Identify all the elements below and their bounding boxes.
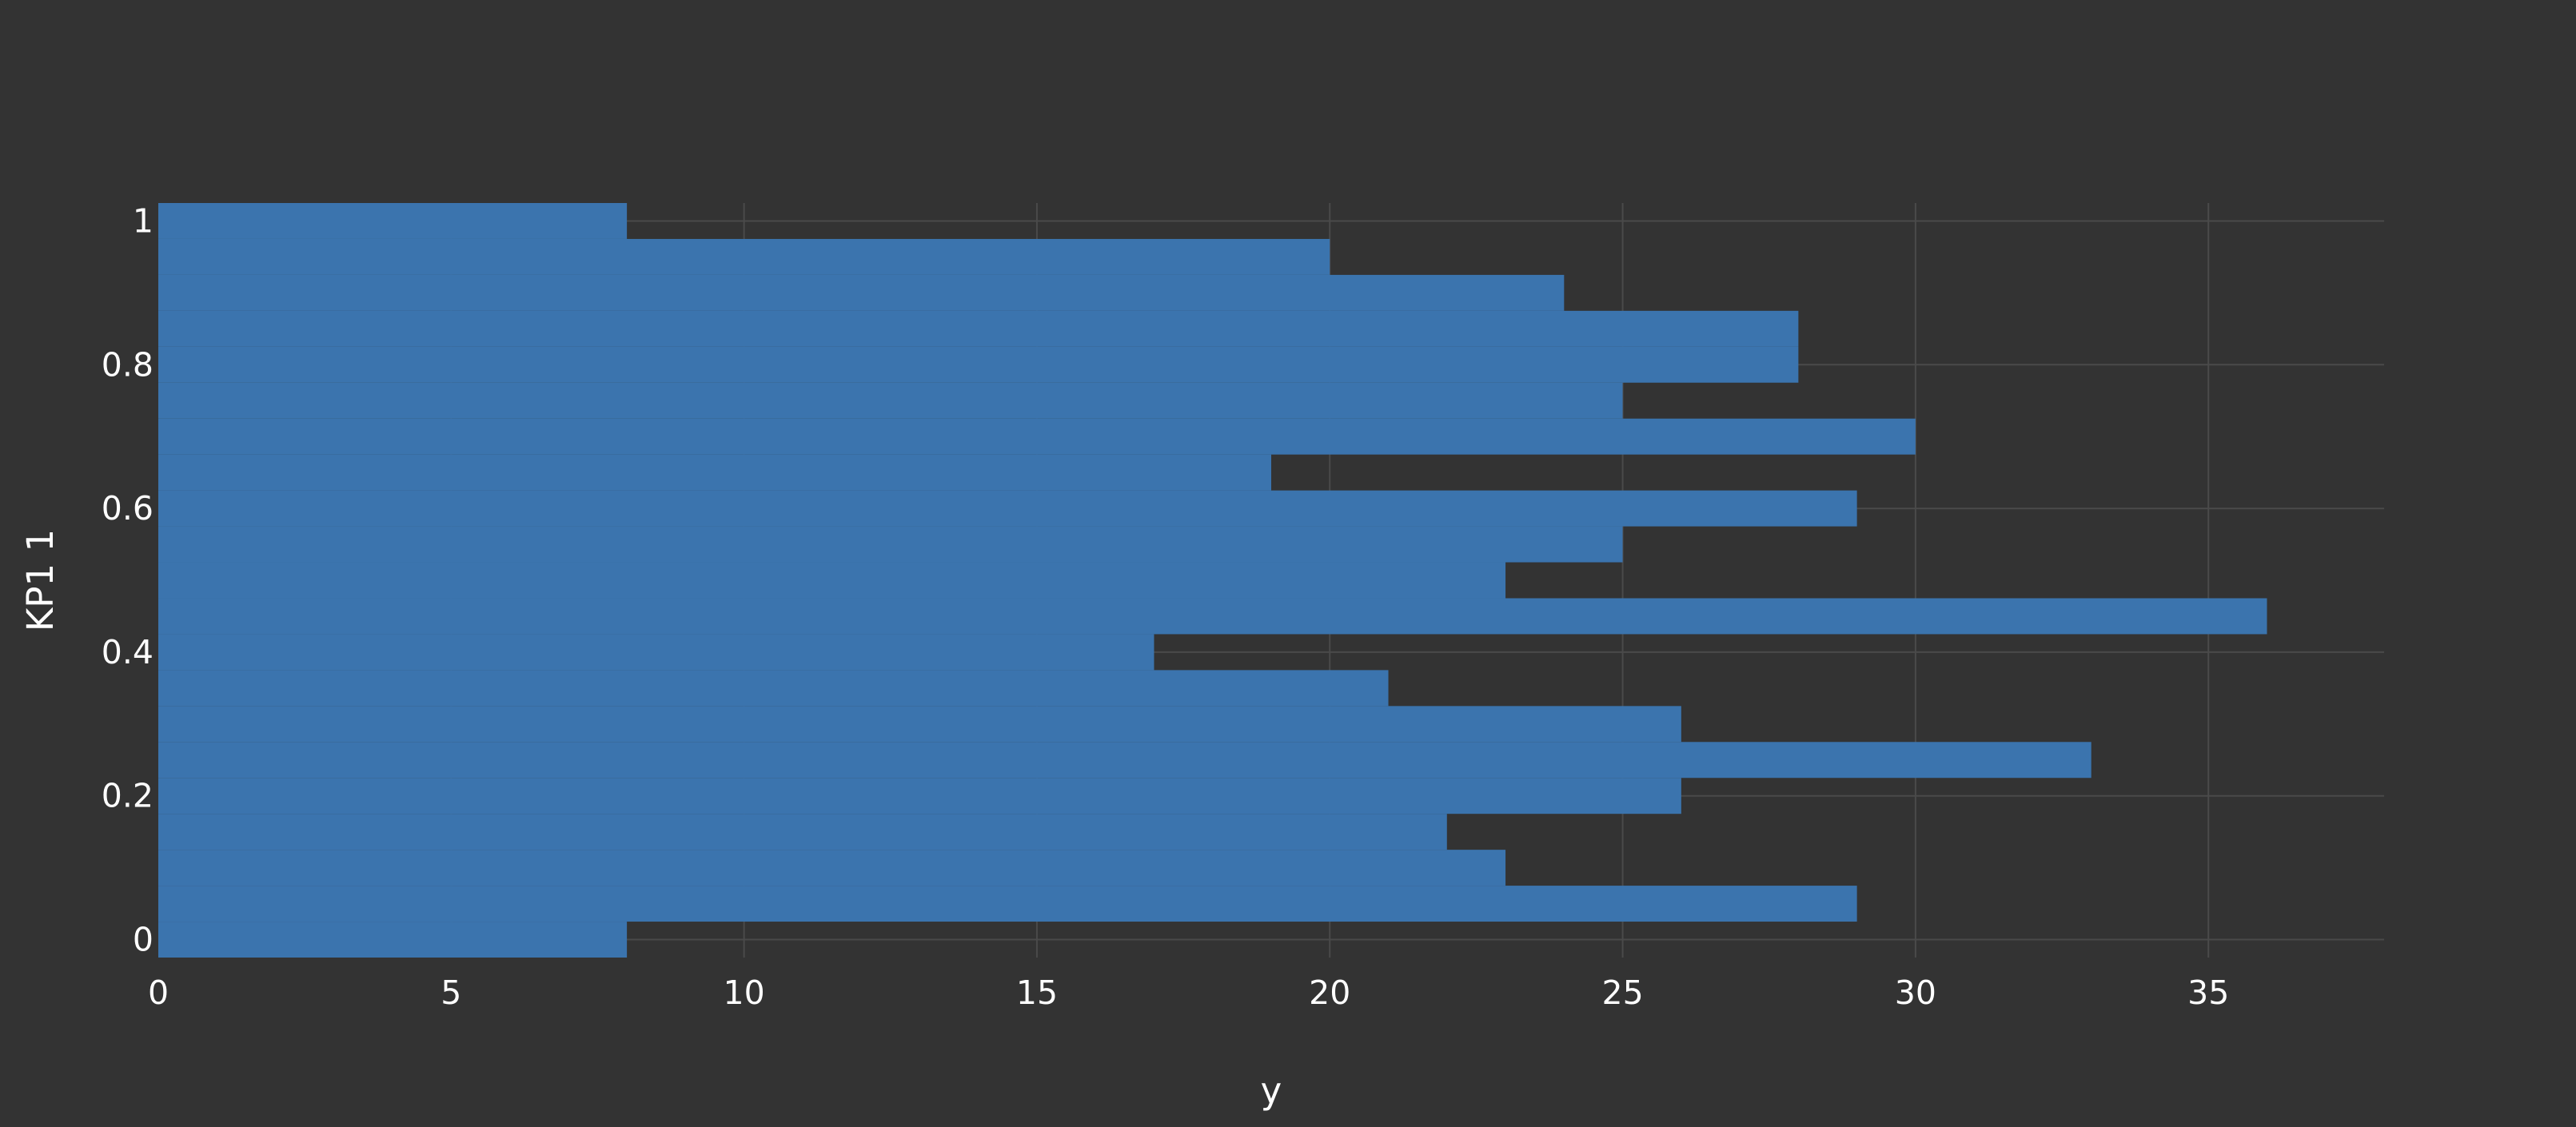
- y-tick-label: 0.4: [102, 633, 154, 671]
- y-axis-title: KP1 1: [19, 529, 62, 631]
- y-tick-label: 0.6: [102, 489, 154, 528]
- histogram-bar[interactable]: [158, 814, 1447, 850]
- x-tick-label: 10: [724, 974, 765, 1012]
- x-tick-label: 20: [1309, 974, 1350, 1012]
- x-tick-label: 15: [1016, 974, 1058, 1012]
- x-tick-label: 35: [2187, 974, 2229, 1012]
- x-tick-label: 0: [148, 974, 169, 1012]
- histogram-bar[interactable]: [158, 310, 1799, 347]
- histogram-bar[interactable]: [158, 670, 1389, 707]
- histogram-bar[interactable]: [158, 922, 628, 958]
- x-tick-label: 30: [1895, 974, 1936, 1012]
- histogram-bar[interactable]: [158, 850, 1506, 886]
- histogram-bar[interactable]: [158, 274, 1565, 311]
- histogram-bar[interactable]: [158, 598, 2267, 635]
- x-axis-title: y: [1261, 1069, 1282, 1112]
- y-tick-label: 0: [133, 921, 154, 959]
- histogram-bar[interactable]: [158, 203, 628, 239]
- histogram-bar[interactable]: [158, 454, 1271, 491]
- y-tick-labels: 0 0.2 0.4 0.6 0.8 1: [102, 201, 154, 958]
- bar-layer: [158, 203, 2267, 958]
- histogram-bar[interactable]: [158, 778, 1681, 814]
- y-tick-label: 0.2: [102, 777, 154, 815]
- histogram-bar[interactable]: [158, 742, 2092, 779]
- histogram-bar[interactable]: [158, 238, 1330, 275]
- histogram-bar[interactable]: [158, 346, 1799, 383]
- histogram-bar[interactable]: [158, 490, 1857, 527]
- y-tick-label: 1: [133, 201, 154, 240]
- histogram-bar[interactable]: [158, 526, 1623, 563]
- histogram-bar[interactable]: [158, 418, 1916, 455]
- x-tick-label: 25: [1601, 974, 1643, 1012]
- x-tick-labels: 0 5 10 15 20 25 30 35: [148, 974, 2229, 1012]
- y-tick-label: 0.8: [102, 345, 154, 384]
- histogram-bar[interactable]: [158, 706, 1681, 743]
- histogram-bar[interactable]: [158, 886, 1857, 922]
- histogram-bar[interactable]: [158, 562, 1506, 599]
- x-tick-label: 5: [441, 974, 461, 1012]
- histogram-bar[interactable]: [158, 382, 1623, 419]
- histogram-bar[interactable]: [158, 634, 1154, 671]
